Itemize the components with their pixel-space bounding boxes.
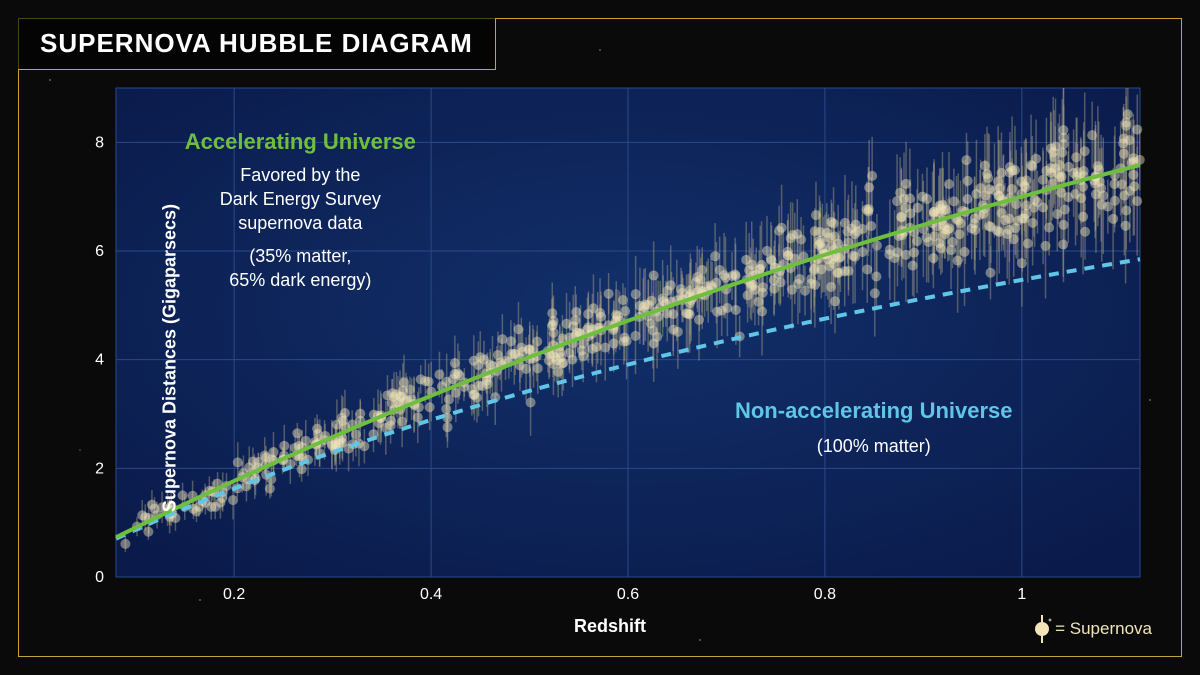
page-title: SUPERNOVA HUBBLE DIAGRAM (40, 28, 473, 59)
supernova-marker-icon (1035, 622, 1049, 636)
svg-text:1: 1 (1017, 586, 1026, 603)
svg-text:4: 4 (95, 352, 104, 369)
annotation: Non-accelerating Universe(100% matter) (735, 396, 1013, 458)
svg-text:0.6: 0.6 (617, 586, 639, 603)
svg-text:0.2: 0.2 (223, 586, 245, 603)
svg-text:0.8: 0.8 (814, 586, 836, 603)
svg-text:2: 2 (95, 460, 104, 477)
legend-label: = Supernova (1055, 619, 1152, 639)
y-axis-label: Supernova Distances (Gigaparsecs) (160, 203, 181, 511)
svg-text:0.4: 0.4 (420, 586, 442, 603)
chart: Supernova Distances (Gigaparsecs) 0.2 0.4… (68, 80, 1152, 635)
title-box: SUPERNOVA HUBBLE DIAGRAM (18, 18, 496, 70)
legend: = Supernova (1035, 619, 1152, 639)
svg-text:0: 0 (95, 569, 104, 586)
x-axis-label: Redshift (574, 616, 646, 637)
annotation: Accelerating UniverseFavored by theDark … (185, 127, 416, 292)
svg-text:6: 6 (95, 243, 104, 260)
svg-text:8: 8 (95, 134, 104, 151)
